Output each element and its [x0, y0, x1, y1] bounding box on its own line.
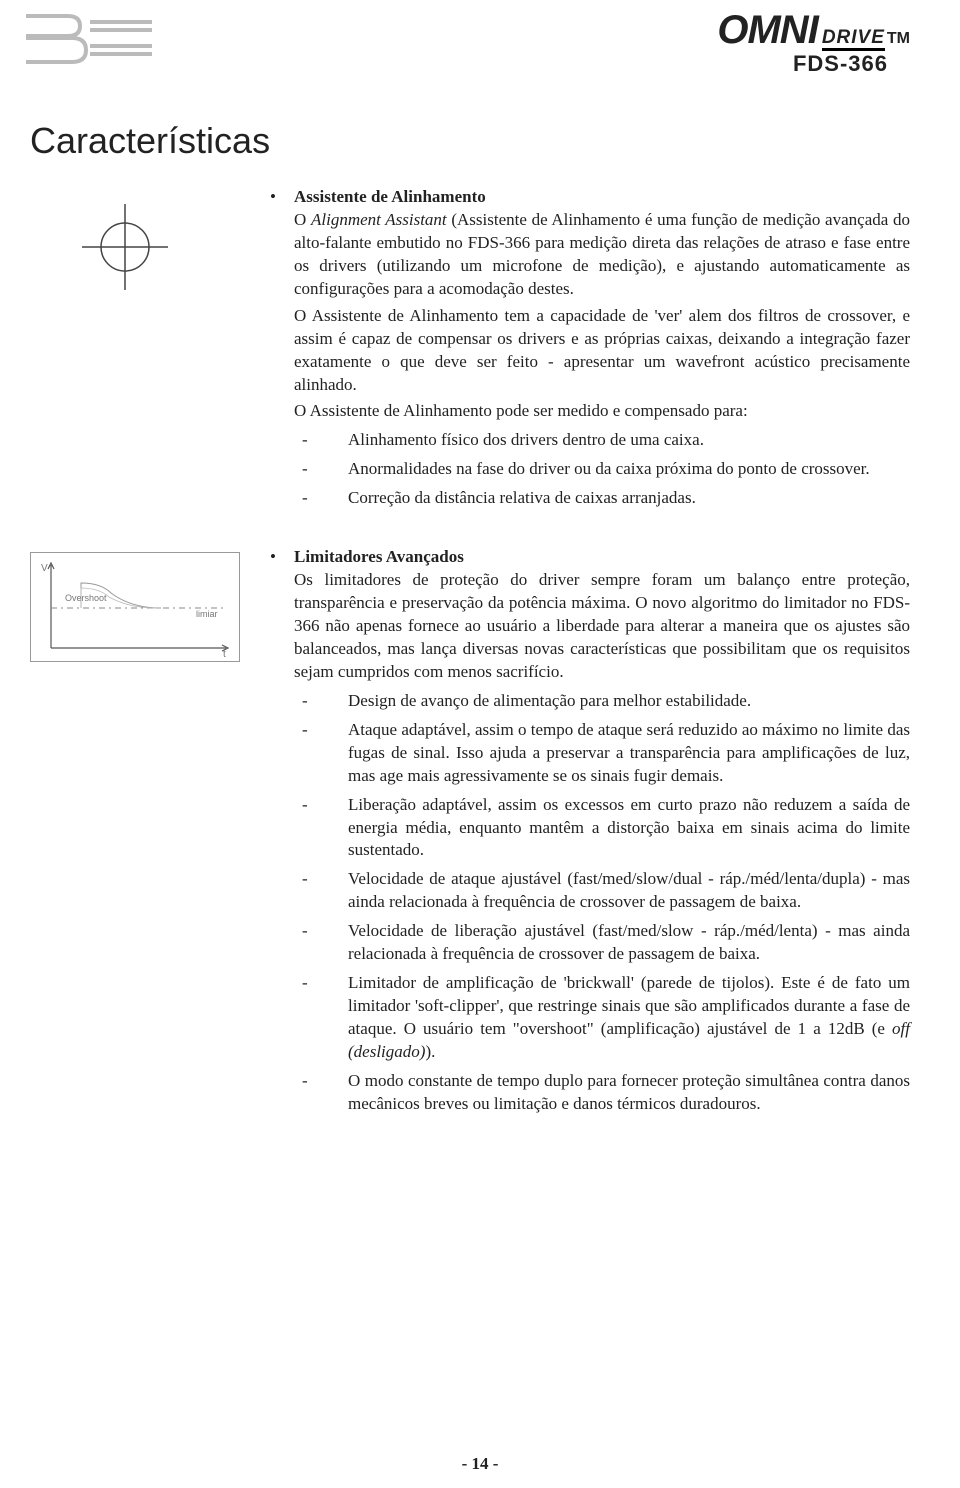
overshoot-label: Overshoot	[65, 593, 107, 603]
threshold-label: limiar	[196, 609, 218, 619]
page-title: Características	[30, 120, 910, 162]
alignment-list: - Alinhamento físico dos drivers dentro …	[294, 429, 910, 510]
list-text: Design de avanço de alimentação para mel…	[348, 690, 910, 713]
page: OMNI DRIVE TM FDS-366 Características	[0, 0, 960, 1488]
y-axis-label: V	[41, 563, 48, 574]
x-axis-label: t	[223, 649, 226, 660]
dash: -	[294, 487, 348, 510]
limiter-title: Limitadores Avançados	[294, 546, 910, 569]
list-item: - Velocidade de ataque ajustável (fast/m…	[294, 868, 910, 914]
bullet-dot: •	[270, 546, 294, 1122]
list-item: - Velocidade de liberação ajustável (fas…	[294, 920, 910, 966]
list-text: Anormalidades na fase do driver ou da ca…	[348, 458, 910, 481]
list-item: - Ataque adaptável, assim o tempo de ata…	[294, 719, 910, 788]
dash: -	[294, 1070, 348, 1116]
dash: -	[294, 920, 348, 966]
alignment-p2: O Assistente de Alinhamento tem a capaci…	[294, 305, 910, 397]
list-text: Limitador de amplificação de 'brickwall'…	[348, 972, 910, 1064]
list-item: - Anormalidades na fase do driver ou da …	[294, 458, 910, 481]
limiter-list: - Design de avanço de alimentação para m…	[294, 690, 910, 1116]
text-fragment-italic: Alignment Assistant	[311, 210, 447, 229]
list-text: Velocidade de ataque ajustável (fast/med…	[348, 868, 910, 914]
dash: -	[294, 458, 348, 481]
text-fragment: Limitador de amplificação de 'brickwall'…	[348, 973, 910, 1038]
list-text: Velocidade de liberação ajustável (fast/…	[348, 920, 910, 966]
tm-mark: TM	[887, 31, 910, 47]
brand-block: OMNI DRIVE TM FDS-366	[717, 10, 910, 75]
list-item: - O modo constante de tempo duplo para f…	[294, 1070, 910, 1116]
limiter-text: • Limitadores Avançados Os limitadores d…	[270, 546, 910, 1122]
brand-sub-block: DRIVE	[822, 28, 885, 51]
limiter-p1: Os limitadores de proteção do driver sem…	[294, 569, 910, 684]
alignment-title: Assistente de Alinhamento	[294, 186, 910, 209]
dash: -	[294, 429, 348, 452]
dash: -	[294, 794, 348, 863]
list-item: - Limitador de amplificação de 'brickwal…	[294, 972, 910, 1064]
alignment-p3: O Assistente de Alinhamento pode ser med…	[294, 400, 910, 423]
alignment-figure-col	[50, 186, 270, 516]
dash: -	[294, 972, 348, 1064]
list-text: O modo constante de tempo duplo para for…	[348, 1070, 910, 1116]
list-text: Liberação adaptável, assim os excessos e…	[348, 794, 910, 863]
text-fragment: ).	[425, 1042, 435, 1061]
section-alignment: • Assistente de Alinhamento O Alignment …	[50, 186, 910, 516]
section-limiters: V Overshoot limiar t • Limitadores Avanç…	[50, 546, 910, 1122]
overshoot-figure: V Overshoot limiar t	[30, 552, 240, 662]
limiter-figure-col: V Overshoot limiar t	[50, 546, 270, 1122]
brand-main: OMNI	[717, 10, 817, 50]
alignment-p1: O Alignment Assistant (Assistente de Ali…	[294, 209, 910, 301]
list-item: - Alinhamento físico dos drivers dentro …	[294, 429, 910, 452]
model-number: FDS-366	[717, 53, 888, 75]
list-text: Correção da distância relativa de caixas…	[348, 487, 910, 510]
list-item: - Design de avanço de alimentação para m…	[294, 690, 910, 713]
crosshair-icon	[80, 202, 270, 297]
list-text: Ataque adaptável, assim o tempo de ataqu…	[348, 719, 910, 788]
dash: -	[294, 719, 348, 788]
dash: -	[294, 868, 348, 914]
page-header: OMNI DRIVE TM FDS-366	[50, 10, 910, 100]
list-item: - Correção da distância relativa de caix…	[294, 487, 910, 510]
text-fragment: O	[294, 210, 311, 229]
brand-sub: DRIVE	[822, 28, 885, 51]
list-text: Alinhamento físico dos drivers dentro de…	[348, 429, 910, 452]
dash: -	[294, 690, 348, 713]
alignment-text: • Assistente de Alinhamento O Alignment …	[270, 186, 910, 516]
list-item: - Liberação adaptável, assim os excessos…	[294, 794, 910, 863]
bss-logo	[20, 10, 160, 73]
page-number: - 14 -	[0, 1454, 960, 1474]
bullet-dot: •	[270, 186, 294, 516]
